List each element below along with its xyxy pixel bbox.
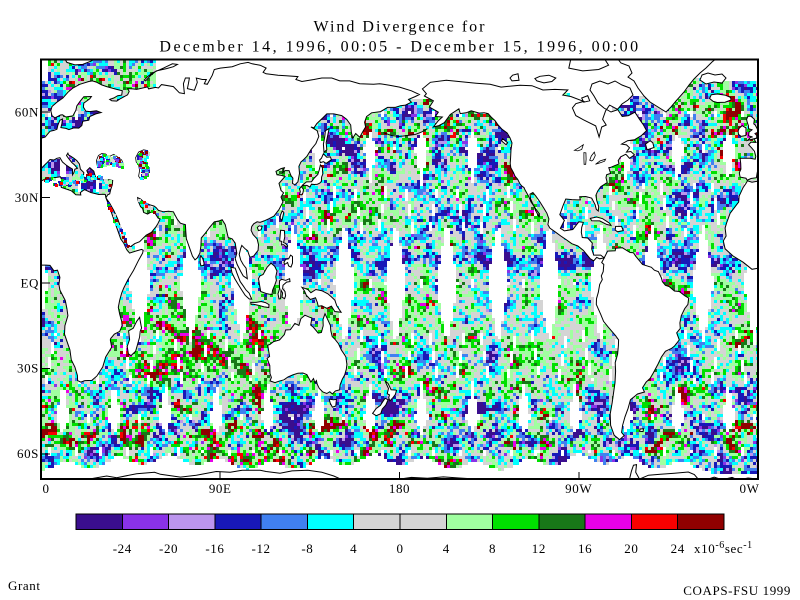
svg-text:0: 0 [42,481,49,496]
svg-text:-24: -24 [113,541,132,556]
svg-text:24: 24 [671,541,685,556]
svg-text:8: 8 [489,541,496,556]
svg-text:60N: 60N [15,105,39,120]
svg-text:20: 20 [624,541,638,556]
svg-text:0: 0 [396,541,403,556]
svg-text:180: 180 [389,481,410,496]
svg-text:60S: 60S [17,446,39,461]
svg-text:COAPS-FSU 1999: COAPS-FSU 1999 [683,583,791,598]
svg-text:30N: 30N [15,190,39,205]
svg-text:Grant: Grant [8,578,41,593]
svg-text:90W: 90W [565,481,592,496]
svg-text:-20: -20 [159,541,178,556]
svg-text:0W: 0W [740,481,760,496]
svg-text:4: 4 [443,541,450,556]
svg-text:Wind Divergence for: Wind Divergence for [313,19,486,36]
svg-text:-12: -12 [252,541,271,556]
svg-text:-16: -16 [205,541,224,556]
svg-text:90E: 90E [209,481,232,496]
svg-text:-8: -8 [301,541,313,556]
svg-text:12: 12 [532,541,546,556]
svg-text:EQ: EQ [20,276,39,291]
svg-text:December 14, 1996, 00:05 - Dec: December 14, 1996, 00:05 - December 15, … [159,39,640,56]
svg-text:16: 16 [578,541,592,556]
svg-text:30S: 30S [17,361,39,376]
svg-text:x10-6sec-1: x10-6sec-1 [694,540,753,556]
svg-text:4: 4 [350,541,357,556]
